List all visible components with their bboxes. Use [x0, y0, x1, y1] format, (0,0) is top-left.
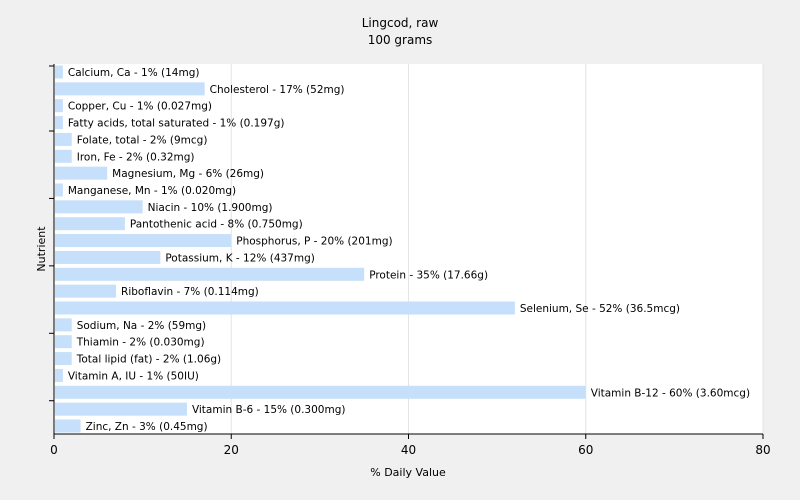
bar	[55, 402, 187, 416]
grid-lines	[230, 64, 764, 434]
x-tick-label: 40	[401, 443, 416, 457]
bar-label: Protein - 35% (17.66g)	[369, 269, 488, 281]
x-tick-label: 20	[224, 443, 239, 457]
bar	[55, 183, 63, 197]
bar	[55, 352, 72, 366]
bar	[55, 99, 63, 113]
bar-label: Selenium, Se - 52% (36.5mcg)	[520, 303, 680, 315]
x-tick-label: 80	[755, 443, 770, 457]
bar-label: Thiamin - 2% (0.030mg)	[76, 337, 205, 349]
chart-subtitle: 100 grams	[368, 33, 433, 47]
bar-label: Potassium, K - 12% (437mg)	[165, 252, 315, 264]
bar-label: Manganese, Mn - 1% (0.020mg)	[68, 185, 236, 197]
bar-label: Fatty acids, total saturated - 1% (0.197…	[68, 118, 285, 130]
bar	[55, 284, 117, 298]
bar	[55, 132, 72, 146]
bar-label: Iron, Fe - 2% (0.32mg)	[77, 151, 195, 163]
bar-labels: Calcium, Ca - 1% (14mg) Cholesterol - 17%…	[68, 67, 750, 433]
x-axis-title: % Daily Value	[370, 466, 446, 479]
bar	[55, 200, 143, 214]
x-tick-label: 0	[50, 443, 58, 457]
y-axis-title: Nutrient	[35, 226, 48, 272]
bar-label: Cholesterol - 17% (52mg)	[210, 84, 345, 96]
bar	[55, 166, 108, 180]
bar-label: Zinc, Zn - 3% (0.45mg)	[86, 421, 208, 433]
bar	[55, 335, 72, 349]
bar-label: Niacin - 10% (1.900mg)	[148, 202, 273, 214]
bar	[55, 301, 515, 315]
x-axis-ticks: 0 20 40 60 80	[50, 434, 771, 457]
bar-label: Sodium, Na - 2% (59mg)	[77, 320, 206, 332]
bar-label: Total lipid (fat) - 2% (1.06g)	[76, 354, 221, 366]
bar	[55, 116, 63, 130]
bar	[55, 217, 125, 231]
bar	[55, 318, 72, 332]
bar	[55, 419, 81, 433]
bars	[55, 65, 586, 433]
bar-label: Phosphorus, P - 20% (201mg)	[236, 236, 392, 248]
bar	[55, 385, 586, 399]
bar-label: Vitamin B-12 - 60% (3.60mcg)	[591, 387, 750, 399]
bar	[55, 149, 72, 163]
bar	[55, 250, 161, 264]
bar-label: Folate, total - 2% (9mcg)	[77, 134, 208, 146]
bar-label: Vitamin A, IU - 1% (50IU)	[68, 370, 199, 382]
y-axis-ticks	[49, 65, 54, 402]
bar	[55, 82, 205, 96]
bar-label: Pantothenic acid - 8% (0.750mg)	[130, 219, 303, 231]
bar-label: Vitamin B-6 - 15% (0.300mg)	[192, 404, 346, 416]
bar-label: Riboflavin - 7% (0.114mg)	[121, 286, 259, 298]
bar	[55, 267, 365, 281]
bar	[55, 234, 232, 248]
bar	[55, 65, 63, 79]
bar-label: Copper, Cu - 1% (0.027mg)	[68, 101, 212, 113]
bar-label: Calcium, Ca - 1% (14mg)	[68, 67, 200, 79]
x-tick-label: 60	[578, 443, 593, 457]
chart-title: Lingcod, raw	[362, 16, 439, 30]
bar-label: Magnesium, Mg - 6% (26mg)	[112, 168, 264, 180]
bar	[55, 368, 63, 382]
